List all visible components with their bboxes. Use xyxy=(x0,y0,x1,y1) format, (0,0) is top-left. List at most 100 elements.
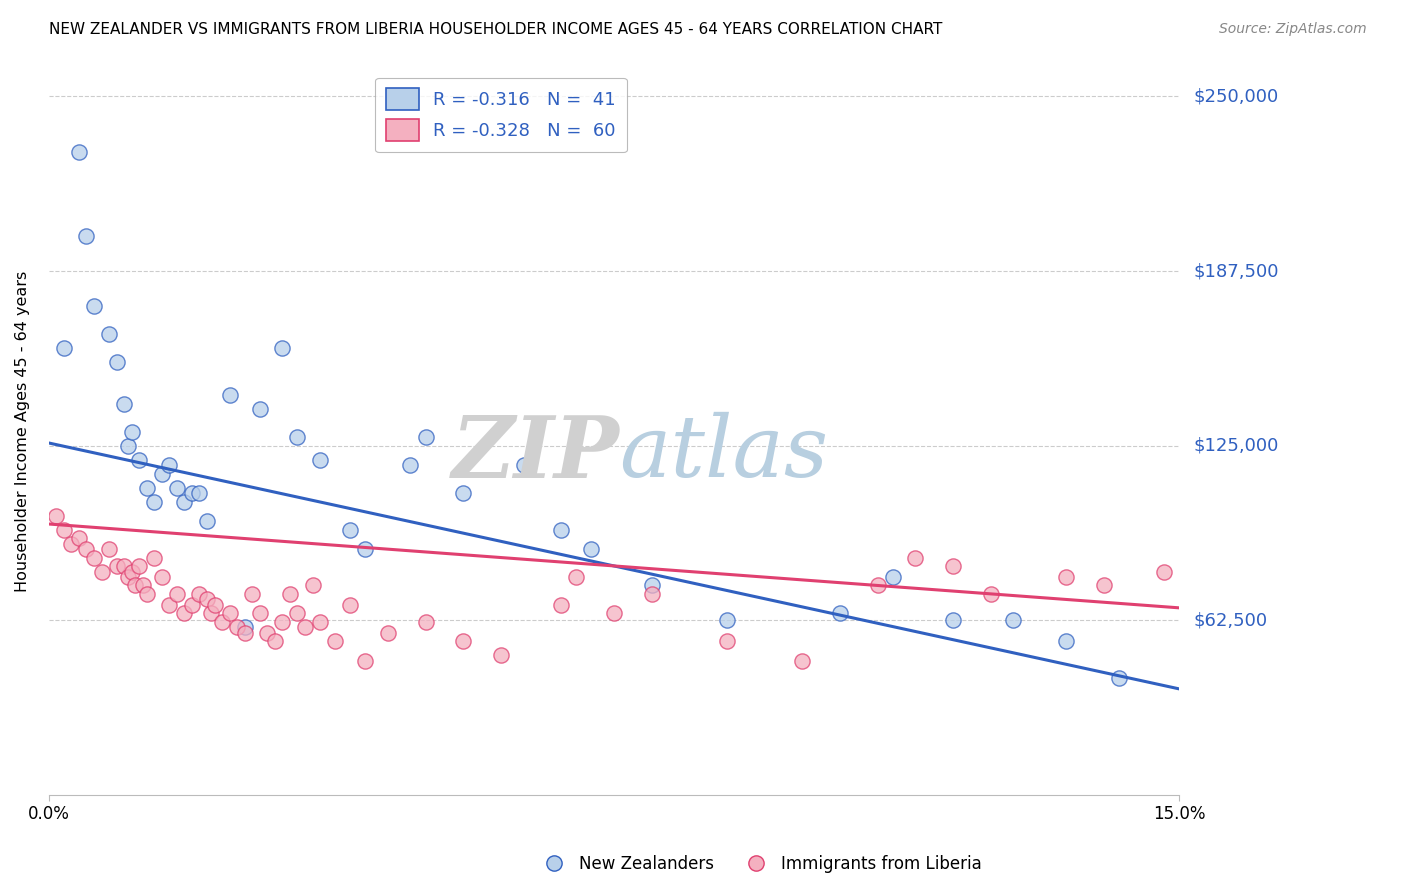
Point xyxy=(157,458,180,473)
Point xyxy=(640,578,662,592)
Point xyxy=(112,558,135,573)
Point xyxy=(233,620,256,634)
Point xyxy=(143,550,166,565)
Point xyxy=(150,570,173,584)
Point xyxy=(1054,634,1077,648)
Point xyxy=(882,570,904,584)
Point xyxy=(211,615,233,629)
Point xyxy=(105,355,128,369)
Point xyxy=(866,578,889,592)
Point xyxy=(105,558,128,573)
Point xyxy=(90,565,112,579)
Point xyxy=(415,430,437,444)
Point xyxy=(195,514,218,528)
Point xyxy=(904,550,927,565)
Point xyxy=(1153,565,1175,579)
Point xyxy=(550,523,572,537)
Point xyxy=(415,615,437,629)
Point xyxy=(339,523,361,537)
Point xyxy=(128,452,150,467)
Point xyxy=(256,626,278,640)
Point xyxy=(451,634,474,648)
Point xyxy=(512,458,534,473)
Point xyxy=(271,615,294,629)
Point xyxy=(287,607,309,621)
Point xyxy=(181,598,204,612)
Point xyxy=(339,598,361,612)
Point xyxy=(581,542,603,557)
Point xyxy=(83,550,105,565)
Text: $250,000: $250,000 xyxy=(1194,87,1278,105)
Point xyxy=(150,467,173,481)
Point xyxy=(1108,671,1130,685)
Point xyxy=(117,439,139,453)
Point xyxy=(218,607,240,621)
Point xyxy=(226,620,249,634)
Point xyxy=(233,626,256,640)
Legend: R = -0.316   N =  41, R = -0.328   N =  60: R = -0.316 N = 41, R = -0.328 N = 60 xyxy=(375,78,627,153)
Point xyxy=(75,229,97,244)
Text: atlas: atlas xyxy=(620,412,828,495)
Point xyxy=(294,620,316,634)
Point xyxy=(195,592,218,607)
Point xyxy=(377,626,399,640)
Point xyxy=(121,425,143,439)
Y-axis label: Householder Income Ages 45 - 64 years: Householder Income Ages 45 - 64 years xyxy=(15,271,30,592)
Point xyxy=(52,523,75,537)
Point xyxy=(124,578,146,592)
Point xyxy=(278,587,301,601)
Point xyxy=(263,634,285,648)
Point xyxy=(980,587,1002,601)
Point xyxy=(67,531,90,545)
Point xyxy=(117,570,139,584)
Point xyxy=(135,587,157,601)
Point xyxy=(354,654,377,668)
Point xyxy=(716,614,738,628)
Point xyxy=(249,402,271,417)
Point xyxy=(309,615,332,629)
Point xyxy=(1092,578,1115,592)
Point xyxy=(173,607,195,621)
Text: $62,500: $62,500 xyxy=(1194,611,1267,630)
Point xyxy=(98,326,121,341)
Point xyxy=(204,598,226,612)
Point xyxy=(75,542,97,557)
Point xyxy=(399,458,422,473)
Point xyxy=(60,536,83,550)
Point xyxy=(166,481,188,495)
Point xyxy=(716,634,738,648)
Point xyxy=(181,486,204,500)
Point xyxy=(309,452,332,467)
Point xyxy=(354,542,377,557)
Point xyxy=(166,587,188,601)
Point xyxy=(271,341,294,355)
Point xyxy=(301,578,323,592)
Point xyxy=(565,570,588,584)
Point xyxy=(489,648,512,663)
Point xyxy=(173,494,195,508)
Point xyxy=(112,397,135,411)
Point xyxy=(603,607,626,621)
Point xyxy=(942,614,965,628)
Point xyxy=(550,598,572,612)
Point xyxy=(98,542,121,557)
Point xyxy=(451,486,474,500)
Point xyxy=(188,486,211,500)
Point xyxy=(218,388,240,402)
Point xyxy=(135,481,157,495)
Point xyxy=(132,578,155,592)
Point xyxy=(942,558,965,573)
Text: Source: ZipAtlas.com: Source: ZipAtlas.com xyxy=(1219,22,1367,37)
Point xyxy=(52,341,75,355)
Point xyxy=(128,558,150,573)
Point xyxy=(828,607,851,621)
Point xyxy=(143,494,166,508)
Point xyxy=(45,508,67,523)
Point xyxy=(323,634,346,648)
Point xyxy=(1002,614,1025,628)
Point xyxy=(188,587,211,601)
Point xyxy=(792,654,814,668)
Legend: New Zealanders, Immigrants from Liberia: New Zealanders, Immigrants from Liberia xyxy=(530,848,988,880)
Point xyxy=(83,299,105,313)
Point xyxy=(157,598,180,612)
